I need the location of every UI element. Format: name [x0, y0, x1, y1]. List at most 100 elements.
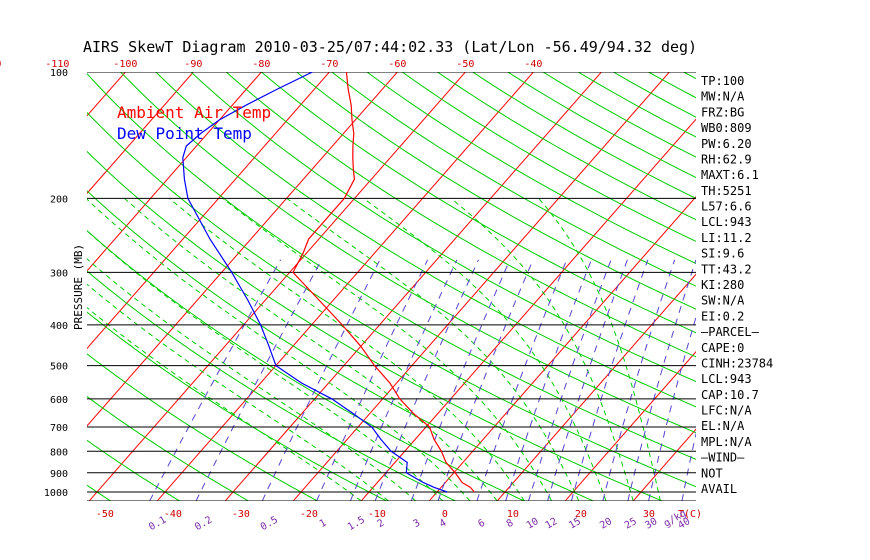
mixing-ratio-tick-label: 0.5	[259, 515, 280, 534]
moist-adiabat-line	[87, 230, 444, 501]
isotherm-line	[769, 68, 870, 501]
index-label: NOT	[701, 466, 723, 480]
bottom-temp-tick-label: -10	[368, 509, 386, 520]
mixing-ratio-line	[437, 259, 534, 501]
mixing-ratio-line	[547, 259, 628, 501]
mixing-ratio-tick-labels: 0.1 0.2 0.5 1 1.5 2 3 4 6 8 10 12 15 20 25 30 40	[147, 515, 692, 534]
y-axis-label: PRESSURE (MB)	[72, 244, 85, 330]
isotherm-line	[87, 72, 127, 117]
pressure-tick-label: 900	[50, 469, 68, 480]
moist-adiabat-line	[87, 306, 362, 501]
moist-adiabat-line	[363, 197, 607, 501]
sounding-indices: TP:100MW:N/AFRZ:BGWB0:809PW:6.20RH:62.9M…	[701, 74, 773, 496]
dry-adiabat-line	[366, 72, 696, 265]
dry-adiabat-line	[296, 72, 696, 310]
index-label: RH:62.9	[701, 153, 752, 167]
top-temp-tick-label: -70	[320, 59, 338, 70]
isotherm-line	[224, 72, 603, 501]
bottom-temp-tick-label: 10	[507, 509, 519, 520]
index-label: –PARCEL–	[701, 325, 760, 339]
index-label: CINH:23784	[701, 357, 773, 371]
chart-title: AIRS SkewT Diagram 2010-03-25/07:44:02.3…	[83, 38, 697, 56]
mixing-ratio-line	[195, 259, 323, 501]
pressure-tick-label: 400	[50, 321, 68, 332]
top-temp-tick-label: -80	[252, 59, 270, 70]
dry-adiabat-line	[437, 72, 696, 221]
legend-dewpoint-label: Dew Point Temp	[117, 124, 252, 143]
dry-adiabat-line	[87, 353, 318, 501]
dry-adiabat-line	[225, 72, 696, 358]
mixing-ratio-tick-label: 30	[643, 516, 659, 532]
index-label: SI:9.6	[701, 247, 744, 261]
mixing-ratio-tick-label: 4	[438, 518, 449, 531]
dry-adiabat-line	[331, 72, 696, 287]
dry-adiabat-line	[120, 72, 696, 434]
index-label: KI:280	[701, 278, 744, 292]
profile-line	[292, 72, 475, 493]
moist-adiabat-line	[450, 198, 634, 501]
mixing-ratio-line	[261, 259, 381, 501]
dry-adiabat-line	[87, 150, 663, 501]
pressure-tick-label: 800	[50, 447, 68, 458]
mixing-ratio-tick-label: 1.5	[346, 515, 367, 534]
bottom-temp-tick-labels: -50 -40 -30 -20 -10 0 10 20 30	[96, 509, 655, 520]
isotherm-line	[360, 118, 696, 501]
dry-adiabat-line	[155, 72, 696, 408]
index-label: TP:100	[701, 74, 744, 88]
top-temp-tick-label: -40	[524, 59, 542, 70]
isotherm-line	[0, 68, 61, 501]
isotherm-line	[88, 72, 467, 501]
bottom-temp-tick-label: -40	[164, 509, 182, 520]
mixing-ratio-tick-label: 20	[598, 516, 614, 532]
legend: Ambient Air Temp Dew Point Temp	[117, 103, 271, 143]
dry-adiabat-line	[789, 72, 870, 501]
bottom-temp-tick-label: -20	[300, 509, 318, 520]
isotherm-line	[87, 72, 263, 272]
mixing-ratio-line	[149, 259, 282, 501]
index-label: CAPE:0	[701, 341, 744, 355]
dry-adiabat-line	[87, 72, 696, 460]
dry-adiabat-line	[87, 111, 696, 488]
isotherm-line	[87, 72, 331, 350]
bottom-temp-tick-label: -50	[96, 509, 114, 520]
index-label: CAP:10.7	[701, 388, 759, 402]
pressure-tick-label: 1000	[44, 488, 68, 499]
mixing-ratio-tick-label: 8	[505, 518, 516, 531]
legend-temp-label: Ambient Air Temp	[117, 103, 271, 122]
dry-adiabat-line	[261, 72, 696, 334]
mixing-ratio-tick-label: 40	[676, 516, 692, 532]
index-label: AVAIL	[701, 482, 737, 496]
dry-adiabat-line	[87, 190, 594, 501]
dry-adiabat-line	[472, 72, 696, 200]
mixing-ratio-line	[374, 259, 479, 501]
top-temp-tick-labels: -120 -110 -100 -90 -80 -70 -60 -50 -40	[0, 59, 542, 70]
moist-adiabat-line	[286, 197, 580, 501]
index-label: MW:N/A	[701, 90, 745, 104]
index-label: TH:5251	[701, 184, 752, 198]
isotherm-line	[496, 273, 696, 501]
index-label: LCL:943	[701, 215, 752, 229]
isotherm-line	[87, 72, 399, 427]
dry-adiabat-line	[87, 270, 456, 501]
mixing-ratio-tick-label: 3	[411, 518, 422, 531]
mixing-ratio-tick-label: 10	[525, 516, 541, 532]
mixing-ratio-line	[476, 259, 568, 501]
moist-adiabat-line	[124, 198, 498, 501]
dry-adiabat-line	[87, 439, 180, 501]
pressure-tick-label: 300	[50, 268, 68, 279]
pressure-tick-label: 700	[50, 423, 68, 434]
top-temp-tick-label: -60	[388, 59, 406, 70]
isotherm-line	[564, 351, 696, 501]
index-label: EL:N/A	[701, 419, 745, 433]
mixing-ratio-line	[349, 259, 458, 501]
top-temp-tick-label: -100	[113, 59, 137, 70]
isotherm-line	[292, 72, 671, 501]
index-label: TT:43.2	[701, 262, 752, 276]
dry-adiabat-line	[87, 484, 111, 501]
x-axis-unit-label: T(C)	[678, 509, 702, 520]
bottom-temp-tick-label: 0	[442, 509, 448, 520]
bottom-temp-tick-label: -30	[232, 509, 250, 520]
mixing-ratio-line	[410, 259, 511, 501]
top-temp-tick-label: -110	[45, 59, 69, 70]
